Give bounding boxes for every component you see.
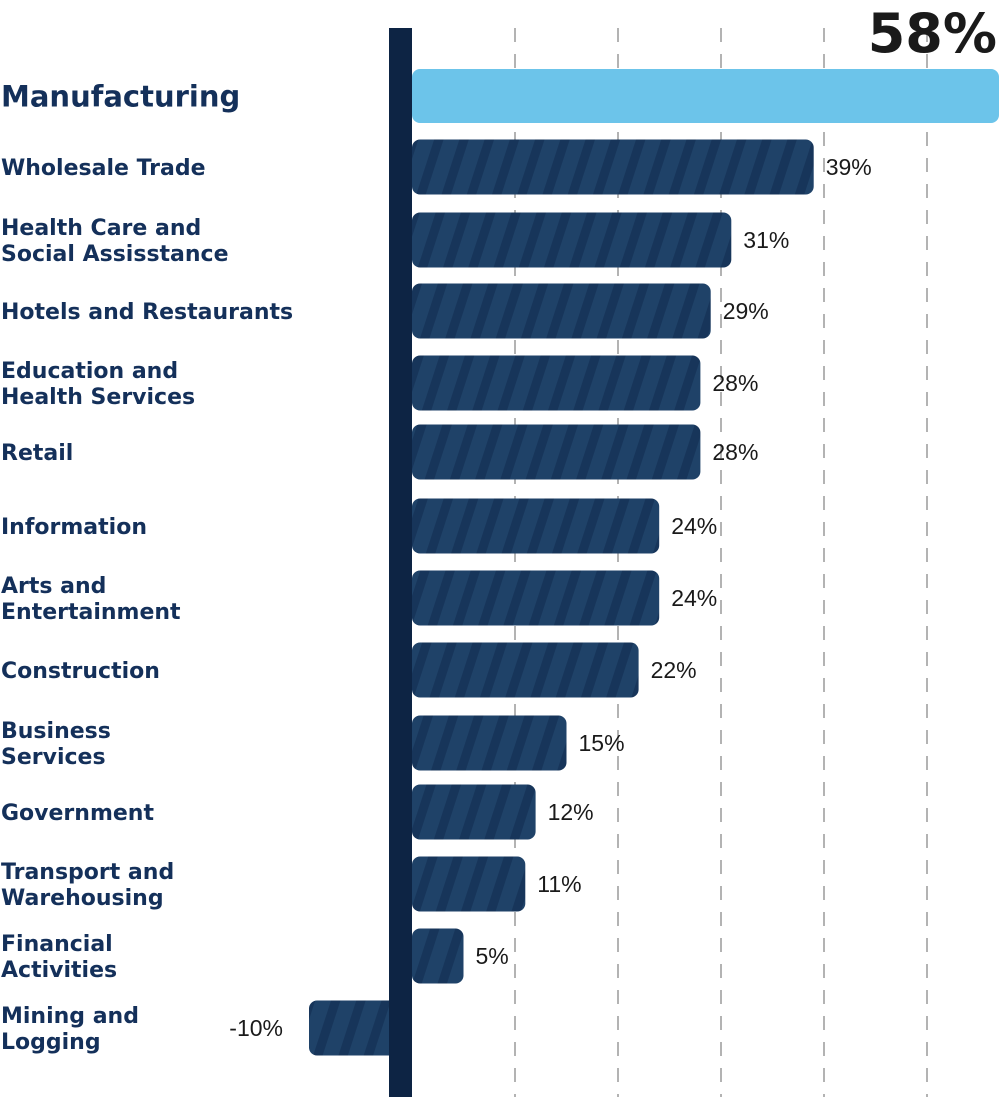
value-label: 24% <box>671 585 717 611</box>
category-label: Construction <box>1 659 160 684</box>
value-label: 31% <box>743 227 789 253</box>
bars <box>309 69 999 1056</box>
category-label: Education and Health Services <box>1 359 195 410</box>
category-label: Wholesale Trade <box>1 156 206 181</box>
category-label: Business Services <box>1 719 111 770</box>
category-label: Health Care and Social Assisstance <box>1 216 229 267</box>
category-label: Manufacturing <box>1 79 240 113</box>
value-label: 29% <box>723 298 769 324</box>
value-label: 24% <box>671 513 717 539</box>
bar <box>412 283 711 339</box>
bar <box>412 642 639 698</box>
category-label: Retail <box>1 441 73 466</box>
bar <box>412 715 567 771</box>
zero-axis-bar <box>389 28 412 1097</box>
value-label: 11% <box>537 871 581 897</box>
bar <box>412 784 536 840</box>
category-label: Transport and Warehousing <box>1 860 174 911</box>
zero-axis <box>389 28 412 1097</box>
value-label: 58% <box>868 2 997 65</box>
bar <box>412 570 660 626</box>
bar <box>309 1000 412 1056</box>
value-labels: 58% 39% 31% 29% 28% 28% 24% 24% 22% 15% 12% 11% 5% -1… <box>229 2 997 1041</box>
value-label: 15% <box>579 730 625 756</box>
gridlines <box>514 28 928 1097</box>
value-label: 5% <box>476 943 509 969</box>
category-labels: Manufacturing Wholesale Trade Health Care … <box>1 79 293 1054</box>
bar <box>412 424 701 480</box>
bar <box>412 355 701 411</box>
value-label: 22% <box>651 657 697 683</box>
value-label: 12% <box>548 799 594 825</box>
category-label: Financial Activities <box>1 932 117 983</box>
category-label: Government <box>1 801 154 826</box>
bar <box>412 928 464 984</box>
bar <box>412 856 526 912</box>
category-label: Information <box>1 515 147 540</box>
category-label: Hotels and Restaurants <box>1 300 293 325</box>
value-label: 28% <box>712 370 758 396</box>
category-label: Arts and Entertainment <box>1 574 181 625</box>
bar <box>412 69 999 123</box>
bar <box>412 139 814 195</box>
bar <box>412 498 660 554</box>
bar <box>412 212 732 268</box>
value-label: 39% <box>826 154 872 180</box>
category-label: Mining and Logging <box>1 1004 139 1055</box>
value-label: -10% <box>229 1015 283 1041</box>
value-label: 28% <box>712 439 758 465</box>
